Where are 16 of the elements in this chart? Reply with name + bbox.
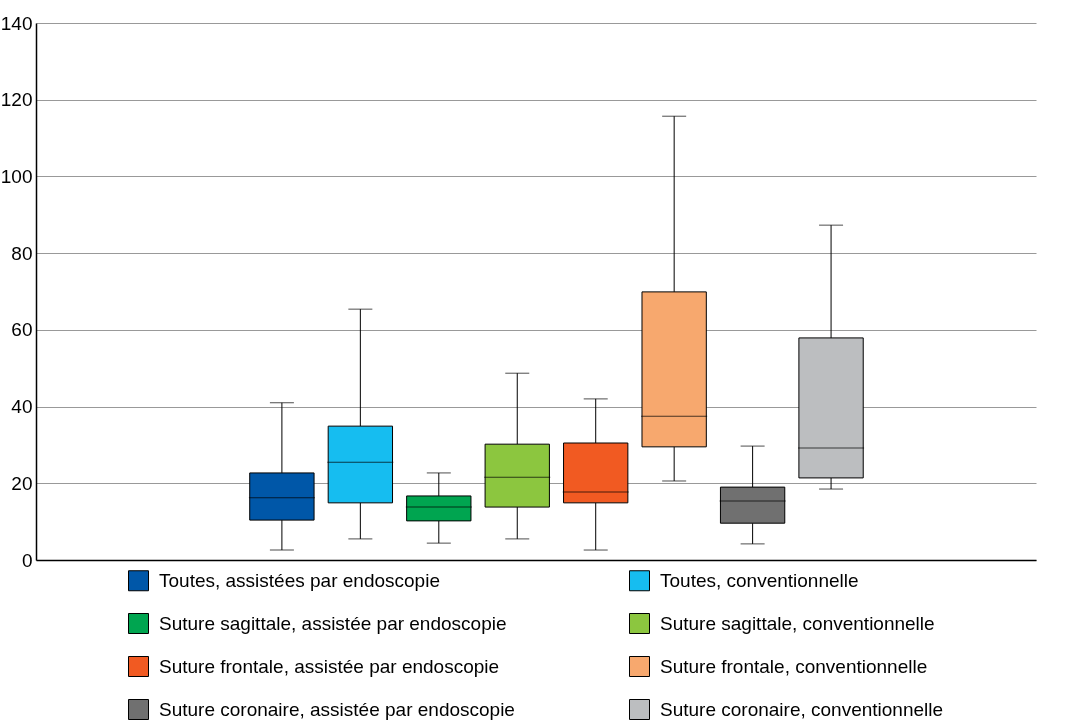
y-tick-label: 140 [0, 12, 33, 34]
y-tick-label: 40 [11, 396, 33, 418]
y-tick-label: 120 [0, 89, 33, 111]
y-tick-label: 0 [21, 549, 33, 571]
y-tick-label: 20 [11, 472, 33, 494]
legend-label: Toutes, conventionnelle [660, 569, 859, 591]
y-tick-label: 100 [0, 165, 33, 187]
legend-label: Toutes, assistées par endoscopie [159, 569, 440, 591]
y-tick-label: 60 [11, 319, 33, 341]
y-tick-label: 80 [11, 242, 33, 264]
legend-label: Suture sagittale, assistée par endoscopie [159, 612, 507, 634]
legend-label: Suture coronaire, conventionnelle [660, 698, 944, 720]
legend-label: Suture coronaire, assistée par endoscopie [159, 698, 515, 720]
legend-label: Suture frontale, assistée par endoscopie [159, 655, 500, 677]
legend-label: Suture sagittale, conventionnelle [660, 612, 935, 634]
legend-label: Suture frontale, conventionnelle [660, 655, 928, 677]
